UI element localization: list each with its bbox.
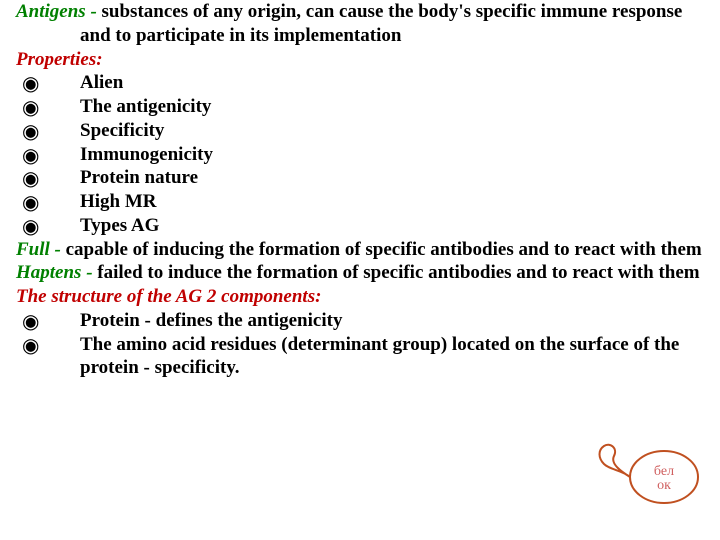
list-item: ◉ Specificity	[16, 119, 704, 143]
component-text: The amino acid residues (determinant gro…	[80, 334, 679, 379]
antigens-def: substances of any origin, can cause the …	[80, 1, 682, 46]
bullet-icon: ◉	[22, 215, 39, 240]
full-line: Full - capable of inducing the formation…	[16, 238, 704, 262]
component-text: Protein - defines the antigenicity	[80, 310, 342, 331]
bullet-icon: ◉	[22, 72, 39, 97]
list-item: ◉ The antigenicity	[16, 95, 704, 119]
list-item: ◉ High MR	[16, 190, 704, 214]
full-def: capable of inducing the formation of spe…	[66, 239, 702, 260]
property-text: High MR	[80, 191, 157, 212]
property-text: Protein nature	[80, 167, 198, 188]
property-text: Alien	[80, 72, 123, 93]
components-list: ◉ Protein - defines the antigenicity ◉ The…	[16, 309, 704, 380]
properties-heading: Properties:	[16, 48, 704, 72]
property-text: Immunogenicity	[80, 144, 213, 165]
haptens-term: Haptens -	[16, 262, 97, 283]
graphic-label-line2: ок	[657, 478, 671, 493]
antigens-line: Antigens - substances of any origin, can…	[16, 0, 704, 48]
list-item: ◉ Immunogenicity	[16, 143, 704, 167]
properties-list: ◉ Alien ◉ The antigenicity ◉ Specificity ◉ I…	[16, 71, 704, 237]
structure-heading: The structure of the AG 2 components:	[16, 285, 704, 309]
graphic-label-line1: бел	[654, 464, 674, 479]
property-text: Specificity	[80, 120, 164, 141]
bullet-icon: ◉	[22, 334, 39, 359]
property-text: Types AG	[80, 215, 159, 236]
haptens-def: failed to induce the formation of specif…	[97, 262, 699, 283]
list-item: ◉ The amino acid residues (determinant gr…	[16, 333, 704, 381]
list-item: ◉ Types AG	[16, 214, 704, 238]
bullet-icon: ◉	[22, 120, 39, 145]
bullet-icon: ◉	[22, 310, 39, 335]
bullet-icon: ◉	[22, 191, 39, 216]
protein-icon: бел ок	[592, 442, 702, 512]
property-text: The antigenicity	[80, 96, 211, 117]
list-item: ◉ Alien	[16, 71, 704, 95]
protein-graphic: бел ок	[592, 442, 702, 512]
bullet-icon: ◉	[22, 144, 39, 169]
bullet-icon: ◉	[22, 167, 39, 192]
list-item: ◉ Protein nature	[16, 166, 704, 190]
slide: Antigens - substances of any origin, can…	[0, 0, 720, 540]
antigens-term: Antigens -	[16, 1, 102, 22]
full-term: Full -	[16, 239, 66, 260]
list-item: ◉ Protein - defines the antigenicity	[16, 309, 704, 333]
haptens-line: Haptens - failed to induce the formation…	[16, 261, 704, 285]
bullet-icon: ◉	[22, 96, 39, 121]
